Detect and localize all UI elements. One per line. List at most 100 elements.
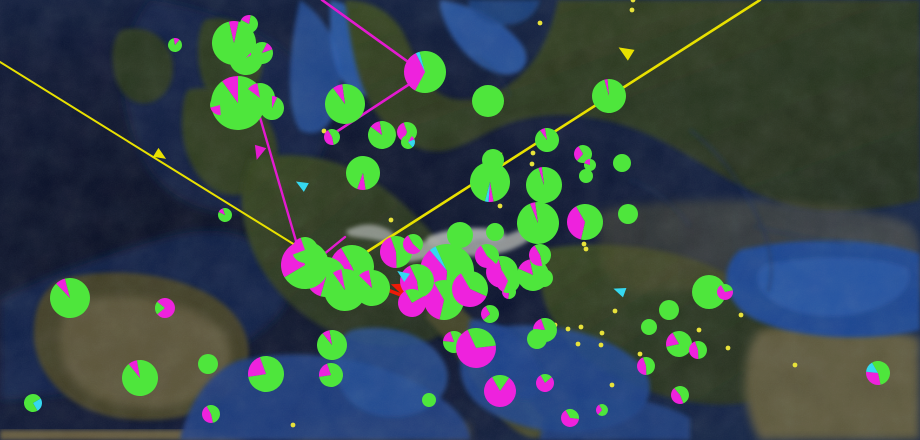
pie-slice-green[interactable]	[49, 278, 90, 318]
pie-slice-green[interactable]	[565, 408, 580, 419]
pie-slice-green[interactable]	[579, 169, 593, 183]
small-site-dot[interactable]	[575, 341, 581, 347]
small-site-dot[interactable]	[792, 362, 798, 368]
small-site-dot[interactable]	[630, 0, 636, 3]
small-site-dot[interactable]	[725, 345, 731, 351]
pie-slice-magenta[interactable]	[222, 76, 238, 103]
pie-slice-magenta[interactable]	[157, 298, 175, 319]
pie-slice-green[interactable]	[467, 327, 496, 348]
pie-slice-magenta[interactable]	[574, 146, 583, 161]
pie-marker[interactable]	[618, 204, 638, 224]
pie-slice-green[interactable]	[155, 301, 165, 315]
pie-marker[interactable]	[452, 270, 488, 308]
pie-marker[interactable]	[397, 289, 426, 318]
pie-slice-magenta[interactable]	[567, 206, 585, 240]
small-site-dot[interactable]	[529, 161, 535, 167]
pie-marker[interactable]	[324, 84, 365, 124]
pie-marker[interactable]	[484, 375, 516, 407]
pie-marker[interactable]	[866, 361, 891, 385]
small-site-dot[interactable]	[578, 324, 584, 330]
pie-slice-magenta[interactable]	[665, 332, 679, 347]
pie-marker[interactable]	[526, 167, 563, 203]
cyan-direction-arrow[interactable]	[612, 284, 627, 298]
pie-marker[interactable]	[637, 356, 656, 375]
pie-slice-magenta[interactable]	[408, 136, 415, 142]
small-site-dot[interactable]	[581, 241, 587, 247]
cyan-direction-arrow[interactable]	[394, 267, 410, 282]
pie-slice-green[interactable]	[486, 223, 504, 241]
pie-marker[interactable]	[323, 128, 340, 145]
pie-slice-green[interactable]	[23, 394, 41, 412]
pie-slice-green[interactable]	[345, 156, 381, 190]
pie-marker[interactable]	[168, 38, 182, 52]
pie-marker[interactable]	[596, 404, 608, 417]
pie-slice-magenta[interactable]	[533, 318, 545, 330]
pie-slice-cyan[interactable]	[429, 246, 447, 271]
pie-marker[interactable]	[579, 169, 593, 183]
small-site-dot[interactable]	[530, 150, 536, 156]
pie-slice-cyan[interactable]	[415, 51, 425, 72]
pie-slice-green[interactable]	[502, 269, 521, 294]
pie-marker[interactable]	[516, 202, 559, 245]
small-site-dot[interactable]	[696, 327, 702, 333]
pie-slice-green[interactable]	[168, 38, 182, 52]
pie-marker[interactable]	[319, 363, 343, 388]
pie-slice-green[interactable]	[872, 361, 891, 385]
small-site-dot[interactable]	[598, 342, 604, 348]
pie-slice-magenta[interactable]	[670, 388, 684, 405]
pie-marker[interactable]	[155, 298, 175, 319]
pie-slice-green[interactable]	[461, 270, 488, 297]
pie-marker[interactable]	[717, 284, 733, 301]
pie-marker[interactable]	[470, 162, 511, 202]
pie-marker[interactable]	[527, 329, 547, 349]
pie-slice-green[interactable]	[540, 374, 552, 383]
pie-slice-green[interactable]	[292, 237, 318, 264]
pie-slice-magenta[interactable]	[443, 331, 454, 342]
pie-slice-magenta[interactable]	[322, 330, 332, 345]
pie-marker[interactable]	[354, 270, 390, 306]
pie-slice-green[interactable]	[481, 244, 499, 265]
pie-slice-cyan[interactable]	[33, 398, 42, 411]
small-site-dot[interactable]	[497, 203, 503, 209]
pie-slice-green[interactable]	[613, 154, 631, 172]
pie-slice-magenta[interactable]	[529, 202, 538, 223]
pie-marker[interactable]	[122, 360, 159, 396]
pie-slice-green[interactable]	[483, 305, 499, 324]
pie-slice-green[interactable]	[250, 41, 273, 64]
pie-slice-magenta[interactable]	[319, 363, 331, 377]
pie-slice-green[interactable]	[319, 363, 343, 388]
pie-slice-magenta[interactable]	[359, 270, 372, 288]
pie-marker[interactable]	[641, 319, 657, 335]
small-site-dot[interactable]	[637, 351, 643, 357]
pie-slice-magenta[interactable]	[452, 273, 487, 308]
pie-slice-magenta[interactable]	[484, 377, 516, 407]
small-site-dot[interactable]	[738, 312, 744, 318]
pie-marker[interactable]	[659, 300, 679, 320]
pie-slice-magenta[interactable]	[292, 237, 305, 255]
pie-slice-magenta[interactable]	[584, 159, 590, 165]
pie-marker[interactable]	[250, 41, 273, 64]
pie-slice-green[interactable]	[576, 145, 592, 163]
pie-slice-magenta[interactable]	[480, 306, 490, 320]
pie-slice-green[interactable]	[209, 95, 231, 115]
small-site-dot[interactable]	[565, 326, 571, 332]
pie-slice-green[interactable]	[229, 41, 264, 76]
pie-slice-green[interactable]	[324, 84, 365, 124]
flow-line-path[interactable]	[0, 61, 338, 272]
pie-marker[interactable]	[535, 128, 559, 152]
pie-slice-magenta[interactable]	[357, 173, 366, 190]
pie-slice-green[interactable]	[284, 241, 329, 290]
pie-slice-magenta[interactable]	[247, 83, 260, 98]
cyan-arrows-group[interactable]	[293, 177, 627, 298]
pie-slice-green[interactable]	[694, 341, 707, 359]
pie-marker[interactable]	[567, 203, 603, 240]
pie-marker[interactable]	[198, 354, 218, 374]
pie-marker[interactable]	[401, 135, 415, 150]
pie-marker[interactable]	[517, 259, 549, 291]
pie-slice-magenta[interactable]	[370, 121, 382, 135]
pie-marker[interactable]	[613, 154, 631, 172]
pie-slice-cyan[interactable]	[484, 182, 490, 202]
pie-slice-green[interactable]	[470, 162, 511, 202]
pie-marker[interactable]	[529, 244, 551, 266]
